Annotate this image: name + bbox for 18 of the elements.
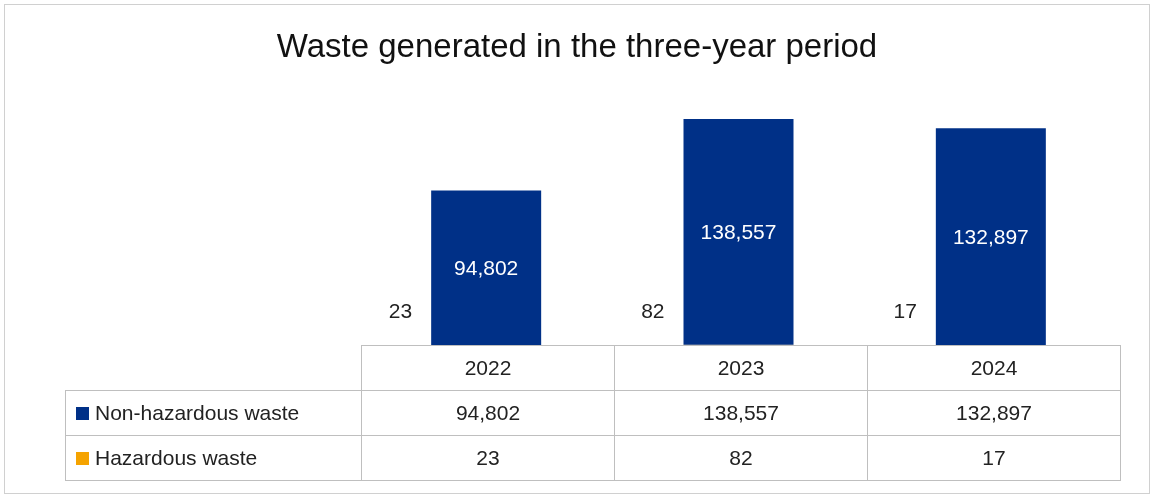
legend-label: Non-hazardous waste (65, 390, 362, 436)
text: 94,802 (454, 256, 519, 280)
text: 138,557 (700, 220, 777, 244)
text: 17 (893, 299, 917, 323)
data-label: 82 (614, 435, 868, 481)
x-tick-label: 2022 (361, 345, 615, 391)
data-label: 138,557 (614, 390, 868, 436)
text: 82 (641, 299, 665, 323)
legend-label: Hazardous waste (65, 435, 362, 481)
text: 132,897 (952, 225, 1029, 249)
data-label: 94,802 (361, 390, 615, 436)
data-label: 23 (361, 435, 615, 481)
data-label: 17 (867, 435, 1121, 481)
x-tick-label: 2023 (614, 345, 868, 391)
chart-title: Waste generated in the three-year period (275, 27, 879, 65)
data-label: 132,897 (867, 390, 1121, 436)
text: 23 (388, 299, 413, 323)
x-tick-label: 2024 (867, 345, 1121, 391)
